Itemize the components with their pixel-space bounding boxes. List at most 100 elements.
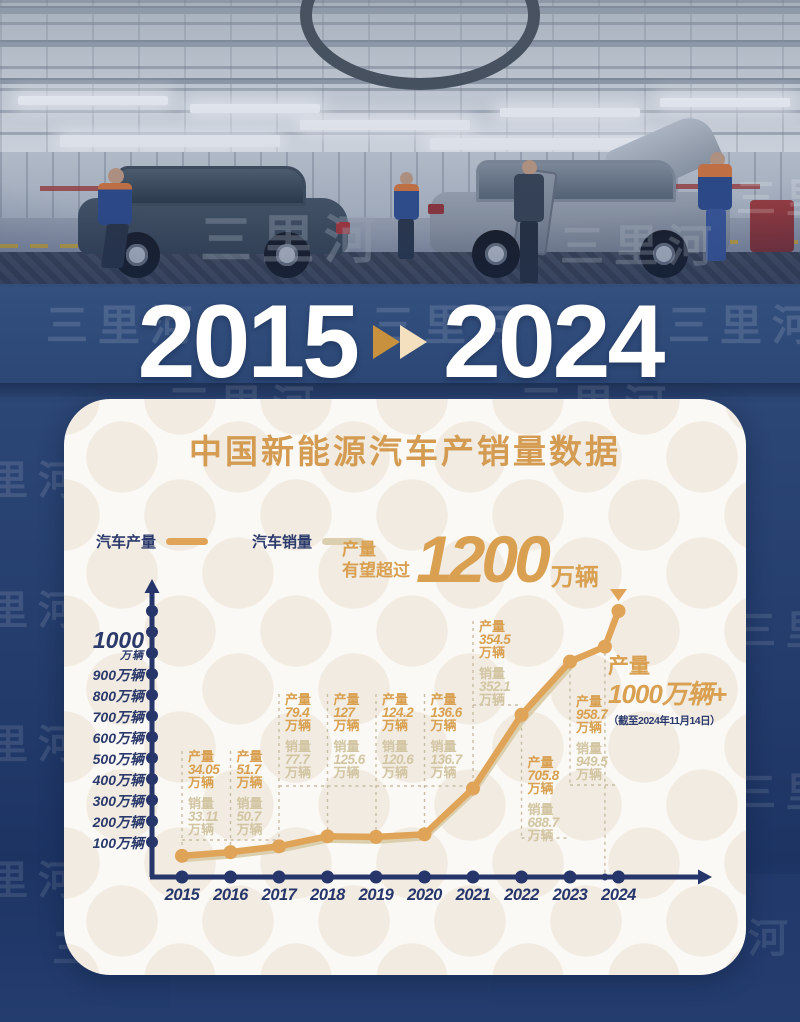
production-value: 136.6 [430, 704, 463, 720]
sales-value: 688.7 [527, 815, 560, 831]
y-tick-dot [146, 605, 158, 617]
sales-unit: 万辆 [527, 827, 554, 843]
production-point [514, 707, 529, 722]
x-tick-label: 2023 [552, 886, 588, 904]
sales-unit: 万辆 [236, 821, 263, 837]
sales-unit: 万辆 [576, 766, 603, 782]
ceiling-light [300, 120, 470, 130]
y-tick-label: 500万辆 [92, 751, 144, 767]
sales-unit: 万辆 [188, 821, 215, 837]
production-value: 127 [333, 704, 356, 720]
latest-annotation: 产量 1000万辆+ （截至2024年11月14日） [608, 655, 727, 728]
ceiling-light [430, 138, 660, 150]
projection-unit: 万辆 [550, 564, 599, 591]
sales-value: 50.7 [236, 809, 262, 825]
projection-annotation: 产量 有望超过 1200 万辆 [342, 522, 599, 596]
projection-line2: 有望超过 [342, 561, 410, 580]
y-tick-dot [146, 647, 158, 659]
band-divider [0, 383, 800, 397]
sales-label: 销量 [285, 739, 312, 755]
latest-note: （截至2024年11月14日） [608, 715, 721, 727]
production-unit: 万辆 [527, 780, 554, 796]
production-value: 705.8 [527, 767, 560, 783]
sales-value: 136.7 [430, 752, 463, 768]
production-label: 产量 [479, 619, 506, 634]
y-tick-dot [146, 815, 158, 827]
x-tick-dot [515, 870, 528, 884]
y-tick-dot [146, 668, 158, 680]
y-tick-label: 900万辆 [92, 667, 144, 683]
sales-value: 77.7 [285, 752, 310, 768]
suv-light [336, 222, 350, 234]
y-tick-dot [146, 689, 158, 701]
x-tick-label: 2021 [455, 886, 491, 904]
x-tick-label: 2022 [504, 886, 539, 904]
x-tick-dot [272, 870, 286, 884]
y-tick-label: 800万辆 [92, 688, 144, 704]
data-label-block: 产量 354.5 万辆 销量 352.1 万辆 [479, 619, 525, 707]
wheel-rim [484, 242, 508, 266]
yellow-floor-line [0, 244, 120, 248]
projection-value: 1200 [416, 522, 551, 596]
wheel-rim [126, 244, 148, 266]
production-label: 产量 [285, 692, 312, 707]
sales-value: 120.6 [382, 752, 414, 768]
data-label-block: 产量 136.6 万辆 销量 136.7 万辆 [430, 692, 477, 780]
legend-swatch-sales [322, 538, 365, 545]
sales-value: 33.11 [188, 809, 219, 825]
ceiling-light [190, 104, 320, 113]
production-label: 产量 [236, 749, 263, 764]
y-tick-dot [146, 731, 158, 743]
production-unit: 万辆 [430, 717, 457, 733]
latest-label: 产量 [608, 655, 650, 678]
sales-label: 销量 [382, 739, 409, 755]
headline: 2015 2024 [0, 284, 800, 400]
production-value: 124.2 [382, 704, 414, 720]
x-axis-arrow-icon [698, 869, 712, 885]
data-label-block: 产量 79.4 万辆 销量 77.7 万辆 [285, 692, 331, 780]
x-tick-dot [321, 870, 334, 884]
y-tick-label: 400万辆 [92, 772, 144, 788]
ceiling-light [18, 96, 168, 105]
y-axis-arrow-icon [144, 579, 160, 593]
sales-label: 销量 [527, 802, 554, 818]
right-suv [428, 109, 730, 278]
sales-label: 销量 [236, 796, 263, 812]
legend-item-sales: 汽车销量 [252, 531, 365, 552]
production-value: 34.05 [188, 761, 220, 777]
production-unit: 万辆 [236, 774, 263, 790]
sales-value: 125.6 [333, 752, 366, 768]
headline-year-from: 2015 [137, 284, 360, 400]
production-label: 产量 [333, 692, 360, 707]
production-unit: 万辆 [576, 719, 603, 735]
production-value: 51.7 [236, 761, 262, 777]
production-label: 产量 [527, 755, 554, 770]
suv-windows [476, 160, 676, 202]
production-point [563, 654, 577, 669]
sales-unit: 万辆 [382, 764, 409, 780]
y-tick-dot [146, 794, 158, 806]
ceiling-light [60, 135, 280, 147]
suv-wheel [640, 230, 688, 278]
sales-unit: 万辆 [430, 764, 457, 780]
sales-label: 销量 [479, 666, 506, 682]
data-label-block: 产量 124.2 万辆 销量 120.6 万辆 [382, 692, 428, 780]
x-tick-label: 2020 [407, 886, 442, 904]
production-value: 354.5 [479, 631, 511, 647]
x-tick-label: 2024 [601, 886, 636, 904]
production-point [223, 845, 238, 860]
ceiling-light [500, 108, 640, 117]
chart-legend: 汽车产量 汽车销量 [96, 531, 365, 552]
sales-unit: 万辆 [333, 764, 360, 780]
production-label: 产量 [382, 692, 409, 707]
y-tick-label: 600万辆 [92, 730, 144, 746]
x-tick-dot-small [601, 873, 609, 881]
production-label: 产量 [430, 692, 457, 707]
data-card: 中国新能源汽车产销量数据 汽车产量 汽车销量 产量 有望超过 1200 万辆 产… [64, 399, 746, 975]
production-point [272, 839, 286, 854]
tool-cabinet [750, 200, 794, 252]
arrow-right-icon [400, 325, 427, 359]
suv-wheel [264, 232, 310, 278]
x-tick-label: 2016 [213, 886, 248, 904]
x-tick-dot [175, 870, 189, 884]
